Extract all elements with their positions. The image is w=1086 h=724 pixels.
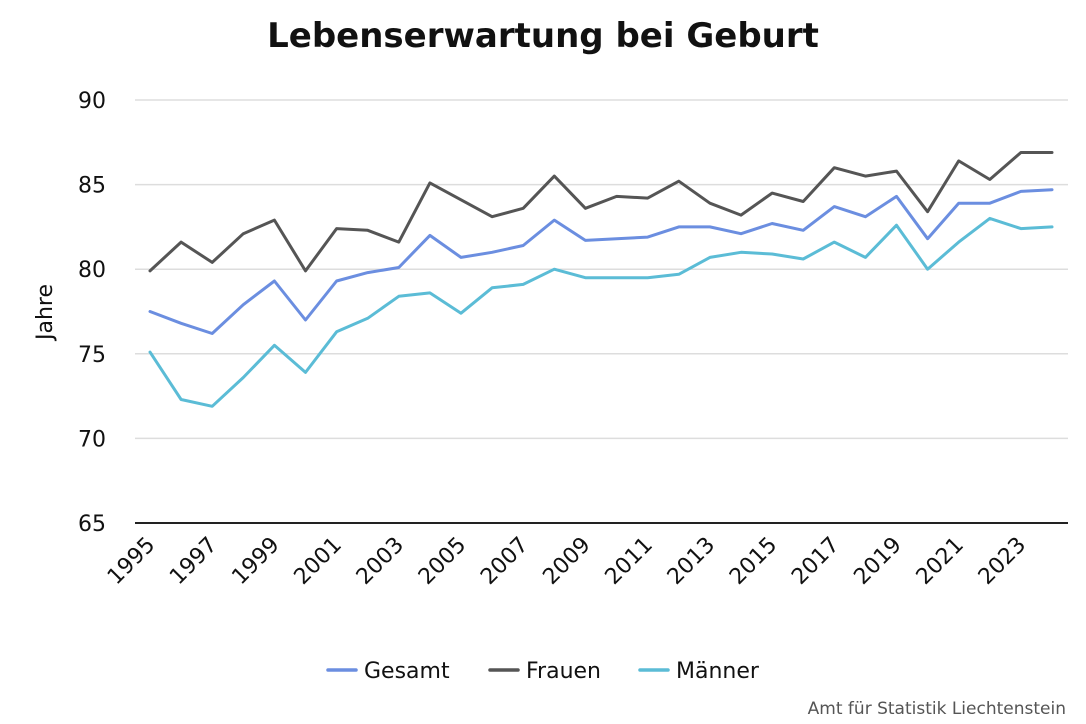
- legend-label: Gesamt: [364, 659, 450, 684]
- x-tick-label: 2023: [974, 533, 1031, 590]
- gridlines: [135, 99, 1068, 524]
- x-tick-label: 2007: [476, 533, 533, 590]
- y-tick-label: 70: [78, 427, 106, 452]
- y-tick-label: 85: [78, 174, 106, 199]
- x-tick-label: 2011: [601, 533, 658, 590]
- legend-label: Frauen: [526, 659, 601, 684]
- y-tick-label: 80: [78, 258, 106, 283]
- series-line-frauen: [148, 151, 1054, 273]
- x-tick-label: 2019: [849, 533, 906, 590]
- x-tick-label: 2003: [352, 533, 409, 590]
- x-tick-label: 1995: [103, 533, 160, 590]
- series-line-gesamt: [148, 188, 1054, 335]
- y-tick-label: 65: [78, 512, 106, 537]
- y-tick-label: 90: [78, 89, 106, 114]
- x-tick-label: 1999: [227, 533, 284, 590]
- x-tick-label: 2009: [538, 533, 595, 590]
- x-tick-labels: 1995 1997 1999 2001 2003 2005 2007 2009 2011 2013…: [103, 533, 1031, 590]
- legend-label: Männer: [676, 659, 760, 684]
- x-tick-label: 2001: [290, 533, 347, 590]
- series-lines: [148, 151, 1054, 408]
- x-tick-label: 2021: [912, 533, 969, 590]
- legend: Gesamt Frauen Männer: [326, 659, 760, 684]
- x-tick-label: 2017: [787, 533, 844, 590]
- chart-title: Lebenserwartung bei Geburt: [267, 16, 819, 56]
- y-tick-labels: 65 70 75 80 85 90: [78, 89, 106, 537]
- x-tick-label: 2013: [663, 533, 720, 590]
- x-tick-label: 2015: [725, 533, 782, 590]
- x-tick-label: 1997: [165, 533, 222, 590]
- series-line-männer: [148, 216, 1054, 408]
- y-tick-label: 75: [78, 343, 106, 368]
- source-note: Amt für Statistik Liechtenstein: [808, 699, 1066, 719]
- x-tick-label: 2005: [414, 533, 471, 590]
- y-axis-label: Jahre: [33, 284, 58, 342]
